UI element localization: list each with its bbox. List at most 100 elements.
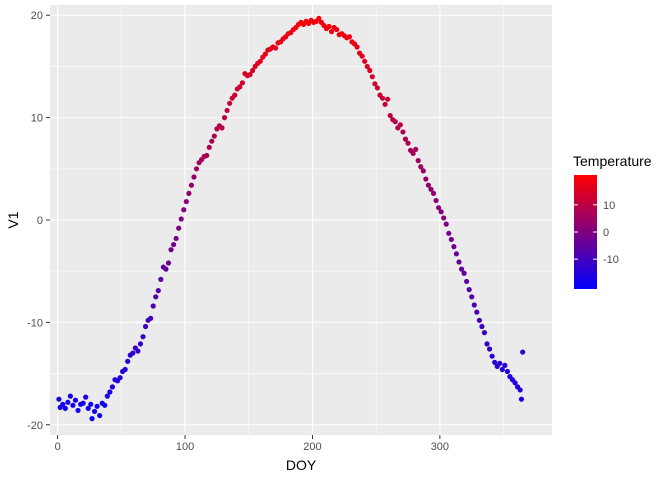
data-point <box>89 416 95 422</box>
data-point <box>94 403 100 409</box>
data-point <box>62 405 68 411</box>
data-point <box>367 67 373 74</box>
data-point <box>364 63 370 70</box>
data-point <box>415 158 421 164</box>
y-tick-label: 0 <box>37 215 43 227</box>
data-point <box>397 122 403 128</box>
data-point <box>204 152 210 159</box>
data-point <box>88 401 94 407</box>
data-point <box>520 349 526 355</box>
y-axis-title: V1 <box>5 211 21 228</box>
data-point <box>441 215 447 221</box>
data-point <box>178 216 184 222</box>
data-point <box>497 360 503 366</box>
data-point <box>517 387 523 393</box>
data-point <box>430 190 437 196</box>
y-tick-label: 20 <box>31 10 43 22</box>
legend-colorbar <box>574 175 597 289</box>
data-point <box>183 198 189 205</box>
data-point <box>466 287 472 293</box>
data-point <box>484 341 490 347</box>
y-tick-label: -20 <box>27 420 43 432</box>
data-point <box>346 34 353 40</box>
data-point <box>420 168 426 174</box>
data-point <box>102 402 108 408</box>
data-point <box>486 346 493 352</box>
data-point <box>334 26 340 33</box>
data-point <box>489 353 495 359</box>
data-point <box>446 230 452 236</box>
data-point <box>142 323 149 330</box>
data-point <box>433 197 439 204</box>
data-point <box>425 182 432 188</box>
legend-break-label: 0 <box>603 227 609 239</box>
data-point <box>402 136 409 142</box>
data-point <box>316 15 322 21</box>
data-point <box>80 400 86 406</box>
data-point <box>476 317 482 323</box>
data-point <box>97 412 103 419</box>
y-axis-ticks: -20 -10 0 10 20 <box>27 10 50 432</box>
data-point <box>379 95 386 101</box>
data-point <box>362 58 368 64</box>
data-point <box>209 138 215 144</box>
data-point <box>461 270 467 276</box>
data-point <box>448 236 454 243</box>
x-tick-label: 300 <box>431 441 449 453</box>
data-point <box>247 72 253 78</box>
data-point <box>60 401 66 407</box>
data-point <box>206 144 212 150</box>
data-point <box>140 334 146 340</box>
data-point <box>405 140 411 146</box>
data-point <box>67 393 73 399</box>
data-point <box>428 186 434 192</box>
data-point <box>249 67 256 74</box>
data-point <box>474 309 480 315</box>
legend: Temperature 10 0 -10 <box>573 153 652 289</box>
data-point <box>227 100 233 106</box>
data-point <box>257 58 263 64</box>
data-point <box>135 348 141 354</box>
data-point <box>464 278 470 285</box>
data-point <box>130 350 136 356</box>
data-point <box>272 45 279 51</box>
data-point <box>502 362 508 368</box>
data-point <box>137 341 144 347</box>
data-point <box>107 389 113 395</box>
data-point <box>163 266 169 272</box>
y-tick-label: -10 <box>27 317 43 329</box>
data-point <box>504 368 511 375</box>
y-tick-label: 10 <box>31 113 43 125</box>
data-point <box>104 393 110 399</box>
data-point <box>70 402 76 408</box>
data-point <box>492 359 498 365</box>
data-point <box>458 266 465 272</box>
data-point <box>148 315 154 321</box>
data-point <box>237 84 243 90</box>
data-point <box>181 207 187 213</box>
data-point <box>239 80 245 86</box>
x-tick-label: 200 <box>303 441 321 453</box>
legend-break-label: -10 <box>603 254 619 266</box>
data-point <box>413 146 419 152</box>
data-point <box>72 397 79 403</box>
data-point <box>518 396 525 402</box>
data-point <box>453 251 460 257</box>
data-point <box>193 166 200 172</box>
data-point <box>109 384 116 390</box>
x-axis-ticks: 0 100 200 300 <box>55 435 449 453</box>
data-point <box>385 96 391 102</box>
data-point <box>438 209 444 215</box>
data-point <box>221 115 228 121</box>
data-point <box>170 241 177 248</box>
data-point <box>224 107 230 114</box>
data-point <box>186 190 192 196</box>
data-point <box>382 101 388 107</box>
data-point <box>451 244 457 250</box>
data-point <box>456 259 462 265</box>
data-point <box>83 394 89 400</box>
x-tick-label: 0 <box>55 441 61 453</box>
data-point <box>125 358 131 364</box>
